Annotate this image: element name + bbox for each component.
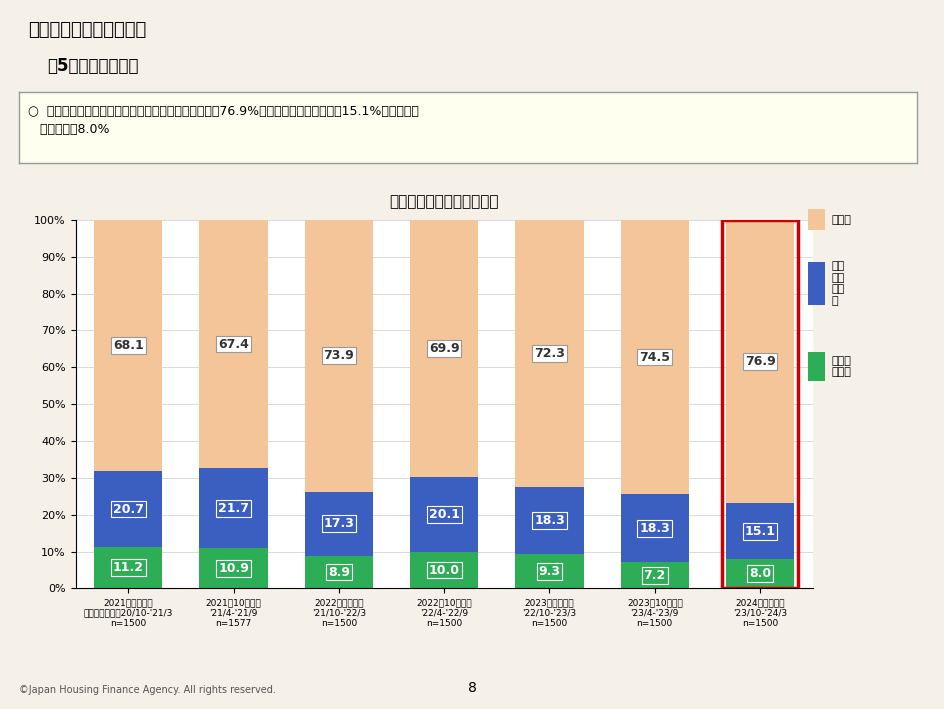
Bar — [725, 503, 793, 559]
Text: 変動型: 変動型 — [831, 215, 851, 225]
Bar — [304, 492, 373, 556]
Text: 69.9: 69.9 — [429, 342, 459, 355]
Text: 8.9: 8.9 — [328, 566, 349, 579]
Bar — [94, 547, 162, 588]
Title: 利用した金利タイプの割合: 利用した金利タイプの割合 — [389, 194, 498, 209]
Bar — [199, 548, 267, 588]
Text: 10.0: 10.0 — [429, 564, 459, 576]
Text: ○  利用した住宅ローンの金利タイプは、「変動型」が76.9%、「固定期間選択型」が15.1%、「全期間
   固定型」が8.0%: ○ 利用した住宅ローンの金利タイプは、「変動型」が76.9%、「固定期間選択型」… — [28, 105, 418, 136]
Text: 17.3: 17.3 — [323, 518, 354, 530]
Bar — [199, 468, 267, 548]
Text: 73.9: 73.9 — [323, 349, 354, 362]
Bar — [304, 219, 373, 492]
Bar — [514, 554, 583, 588]
Text: 21.7: 21.7 — [218, 502, 249, 515]
Text: （5）　金利タイプ: （5） 金利タイプ — [47, 57, 139, 74]
Bar — [199, 220, 267, 468]
Bar — [620, 562, 688, 588]
Text: 76.9: 76.9 — [744, 355, 775, 368]
Bar — [725, 559, 793, 588]
Text: 9.3: 9.3 — [538, 565, 560, 578]
Bar — [410, 477, 478, 552]
Text: 全期間
固定型: 全期間 固定型 — [831, 356, 851, 377]
Bar — [725, 220, 793, 503]
Text: 8: 8 — [467, 681, 477, 695]
Text: 67.4: 67.4 — [218, 337, 248, 350]
Text: １．利用した住宅ローン: １．利用した住宅ローン — [28, 21, 146, 39]
Bar — [514, 220, 583, 486]
Text: 20.1: 20.1 — [429, 508, 459, 521]
Text: 18.3: 18.3 — [639, 522, 669, 535]
Text: 18.3: 18.3 — [533, 514, 565, 527]
Text: 15.1: 15.1 — [744, 525, 775, 537]
Bar — [410, 552, 478, 588]
Bar — [620, 494, 688, 562]
Bar — [514, 486, 583, 554]
Bar — [620, 220, 688, 494]
Bar — [94, 220, 162, 471]
Text: 20.7: 20.7 — [112, 503, 143, 515]
Bar — [94, 471, 162, 547]
Text: 8.0: 8.0 — [749, 567, 770, 580]
Text: 68.1: 68.1 — [112, 339, 143, 352]
Text: 11.2: 11.2 — [112, 562, 143, 574]
Text: 74.5: 74.5 — [638, 351, 669, 364]
Text: ©Japan Housing Finance Agency. All rights reserved.: ©Japan Housing Finance Agency. All right… — [19, 685, 276, 695]
Text: 72.3: 72.3 — [533, 347, 565, 360]
Bar — [304, 556, 373, 588]
Bar — [410, 220, 478, 477]
Text: 10.9: 10.9 — [218, 562, 248, 575]
Text: 7.2: 7.2 — [643, 569, 666, 581]
Text: 固定
期間
選択
型: 固定 期間 選択 型 — [831, 261, 844, 306]
